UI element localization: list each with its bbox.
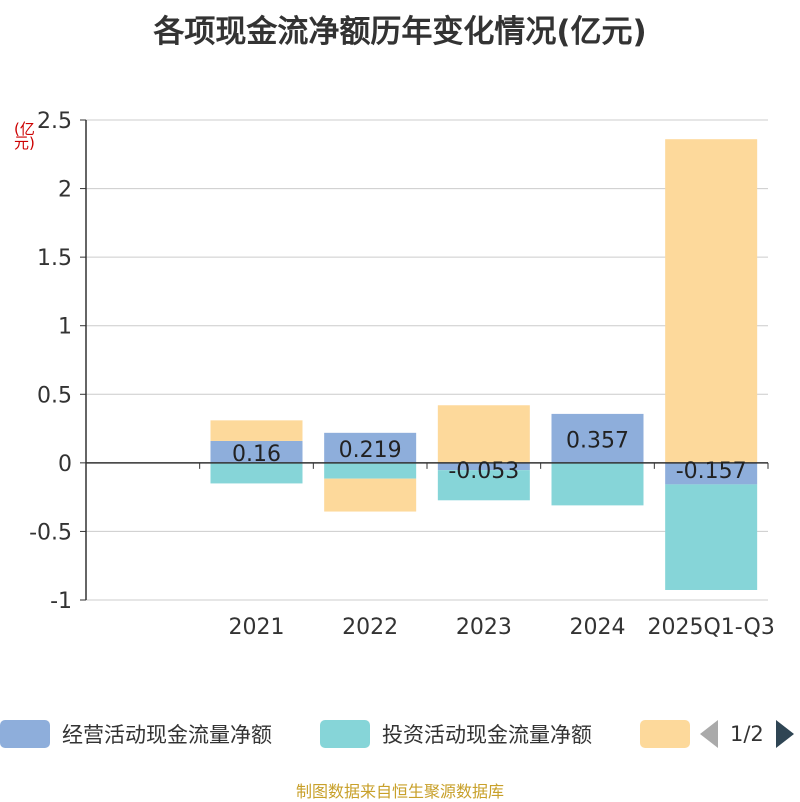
y-axis-unit: (亿元) [14, 120, 35, 152]
y-tick-label: 2 [58, 178, 72, 203]
bar-series-0-2024 [551, 413, 644, 463]
bar-series-1-2025Q1-Q3 [665, 484, 758, 590]
legend-next-arrow-icon[interactable] [775, 720, 794, 748]
y-tick-label: 1 [58, 315, 72, 340]
bar-series-0-2023 [437, 462, 530, 471]
y-tick-label: -1 [50, 589, 72, 614]
data-label: -0.157 [676, 459, 747, 484]
bar-series-0-2022 [324, 432, 417, 463]
chart-title: 各项现金流净额历年变化情况(亿元) [153, 14, 647, 50]
legend-item-financing[interactable] [640, 716, 702, 752]
x-tick-label: 2024 [570, 615, 626, 640]
legend-swatch-operating [0, 720, 50, 748]
bar-series-1-2024 [551, 462, 644, 506]
legend-label-operating: 经营活动现金流量净额 [62, 723, 272, 747]
legend-prev-arrow-icon[interactable] [700, 720, 718, 748]
bar-series-2-2021 [210, 420, 303, 441]
bar-chart: 2.5 2 1.5 1 0.5 0 -0.5 -1 0.16 0.219 -0.053 0.357 -0… [29, 109, 775, 640]
y-tick-label: -0.5 [29, 520, 72, 545]
y-tick-label: 0.5 [37, 383, 72, 408]
legend-label-investing: 投资活动现金流量净额 [382, 723, 592, 747]
x-tick-label: 2021 [229, 615, 285, 640]
bar-series-1-2023 [437, 470, 530, 501]
y-tick-label: 2.5 [37, 109, 72, 134]
bar-series-0-2025Q1-Q3 [665, 462, 758, 485]
legend-pager: 1/2 [700, 720, 794, 748]
y-tick-label: 0 [58, 452, 72, 477]
legend-page-indicator: 1/2 [730, 722, 764, 746]
legend-swatch-investing [320, 720, 370, 748]
bar-series-2-2022 [324, 478, 417, 512]
legend-item-investing[interactable]: 投资活动现金流量净额 [320, 716, 592, 752]
data-label: 0.357 [566, 428, 629, 453]
y-tick-label: 1.5 [37, 246, 72, 271]
x-tick-label: 2022 [342, 615, 398, 640]
legend-swatch-financing [640, 720, 690, 748]
data-label: 0.219 [339, 438, 402, 463]
bar-series-0-2021 [210, 440, 303, 463]
legend-item-operating[interactable]: 经营活动现金流量净额 [0, 716, 272, 752]
data-label: -0.053 [448, 459, 519, 484]
legend: 经营活动现金流量净额 投资活动现金流量净额 1/2 [0, 716, 800, 756]
x-tick-label: 2025Q1-Q3 [647, 615, 774, 640]
bar-series-2-2023 [437, 405, 530, 463]
data-label: 0.16 [232, 442, 281, 467]
data-source-footer: 制图数据来自恒生聚源数据库 [295, 782, 504, 801]
bar-series-2-2025Q1-Q3 [665, 139, 758, 463]
x-tick-label: 2023 [456, 615, 512, 640]
bar-series-1-2021 [210, 462, 303, 484]
bar-series-1-2022 [324, 462, 417, 479]
